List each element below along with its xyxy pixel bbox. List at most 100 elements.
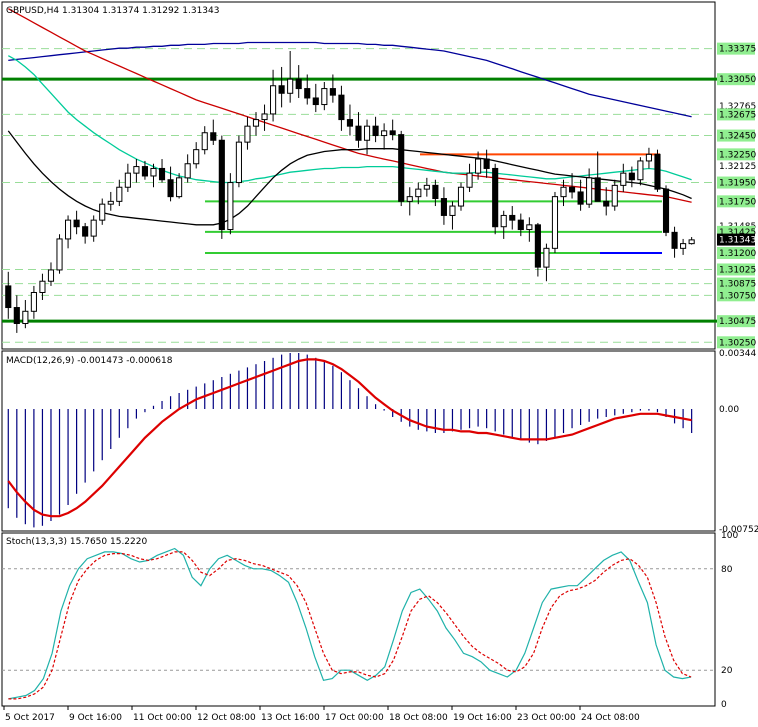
candle	[611, 179, 618, 211]
candle	[176, 173, 183, 199]
candle	[329, 74, 336, 103]
stoch-pane-frame	[1, 532, 716, 707]
price-label: 1.31750	[719, 197, 756, 207]
candle	[637, 157, 644, 186]
price-label: 1.33050	[719, 75, 756, 85]
x-tick-label: 23 Oct 00:00	[517, 713, 576, 723]
x-tick-label: 13 Oct 16:00	[261, 713, 320, 723]
price-label-bg	[717, 315, 755, 328]
candle	[22, 300, 29, 329]
price-label-bg	[717, 247, 755, 260]
candle	[355, 112, 362, 148]
candle	[184, 154, 191, 183]
candle	[381, 123, 388, 150]
price-label-bg	[717, 176, 755, 189]
candle	[688, 237, 695, 245]
macd-signal-line	[7, 358, 692, 518]
candle	[90, 215, 97, 242]
x-tick-label: 24 Oct 08:00	[581, 713, 640, 723]
candle	[475, 151, 482, 180]
candle	[628, 166, 635, 188]
candle	[210, 119, 217, 145]
candle	[620, 163, 627, 192]
candle	[662, 185, 670, 237]
candle	[30, 285, 37, 319]
candle	[321, 81, 328, 111]
candle	[415, 182, 422, 205]
price-label-bg	[717, 263, 755, 276]
candle	[133, 159, 140, 183]
price-label: 1.32765	[719, 102, 756, 112]
price-levels	[2, 48, 717, 343]
candle	[116, 179, 123, 207]
stochastic-indicator: 100 80 20 0	[2, 531, 738, 710]
price-label: 1.31200	[719, 249, 756, 259]
macd-pane-frame	[1, 350, 716, 532]
candle	[261, 104, 268, 131]
moving-averages	[7, 8, 692, 226]
candle	[406, 187, 413, 216]
candle	[312, 83, 319, 113]
candle	[252, 112, 260, 136]
price-label: 1.30875	[719, 280, 756, 290]
candle	[466, 163, 473, 192]
candle	[449, 201, 456, 230]
stoch-signal-line	[8, 551, 692, 700]
price-label: 1.32125	[719, 162, 756, 172]
candle	[201, 126, 208, 155]
candle	[372, 116, 379, 143]
macd-tick-label: 0.00	[719, 405, 739, 415]
candle	[432, 179, 439, 207]
price-pane-title: GBPUSD,H4 1.31304 1.31374 1.31292 1.3134…	[6, 6, 219, 16]
price-label-bg	[717, 42, 755, 55]
ma-red-line	[7, 8, 692, 203]
candle	[278, 66, 285, 108]
candle	[483, 149, 490, 178]
current-price-label: 1.31343	[719, 236, 756, 246]
candle	[586, 168, 593, 208]
candle	[39, 273, 46, 301]
candle	[551, 191, 559, 254]
candle	[73, 210, 80, 235]
price-label-bg	[717, 129, 755, 142]
price-label: 1.32450	[719, 132, 756, 142]
price-label-bg	[717, 73, 755, 86]
price-label-bg	[717, 195, 755, 208]
price-label: 1.30475	[719, 317, 756, 327]
time-axis-labels: 5 Oct 2017 9 Oct 16:00 11 Oct 00:00 12 Oct …	[3, 706, 640, 723]
stoch-tick-label: 20	[721, 666, 733, 676]
stoch-pane-title: Stoch(13,3,3) 15.7650 15.2220	[6, 537, 147, 547]
x-tick-label: 5 Oct 2017	[5, 713, 55, 723]
candle	[398, 130, 405, 207]
price-label: 1.32250	[719, 150, 756, 160]
stoch-tick-label: 0	[721, 700, 727, 710]
candle	[82, 222, 89, 244]
price-label: 1.30250	[719, 338, 756, 348]
candle	[56, 234, 63, 274]
candle	[65, 215, 72, 249]
ma-mid-line	[7, 130, 692, 226]
candle	[150, 163, 157, 188]
price-label: 1.30750	[719, 291, 756, 301]
candle	[141, 160, 149, 180]
x-tick-label: 19 Oct 16:00	[453, 713, 512, 723]
candle	[534, 222, 541, 277]
candle	[244, 116, 251, 150]
macd-tick-label: 0.00344	[719, 349, 756, 359]
price-label-bg	[717, 289, 755, 302]
candle	[295, 65, 302, 98]
candle	[543, 243, 550, 282]
candle	[47, 262, 55, 286]
candle	[338, 85, 345, 131]
ma-slow-line	[8, 41, 692, 118]
candle	[158, 159, 166, 183]
candle	[304, 74, 311, 105]
candle	[680, 238, 687, 255]
stoch-tick-label: 100	[721, 531, 738, 541]
candle	[671, 226, 678, 258]
candles	[5, 50, 695, 333]
candle	[577, 179, 584, 211]
price-label: 1.31425	[719, 228, 756, 238]
